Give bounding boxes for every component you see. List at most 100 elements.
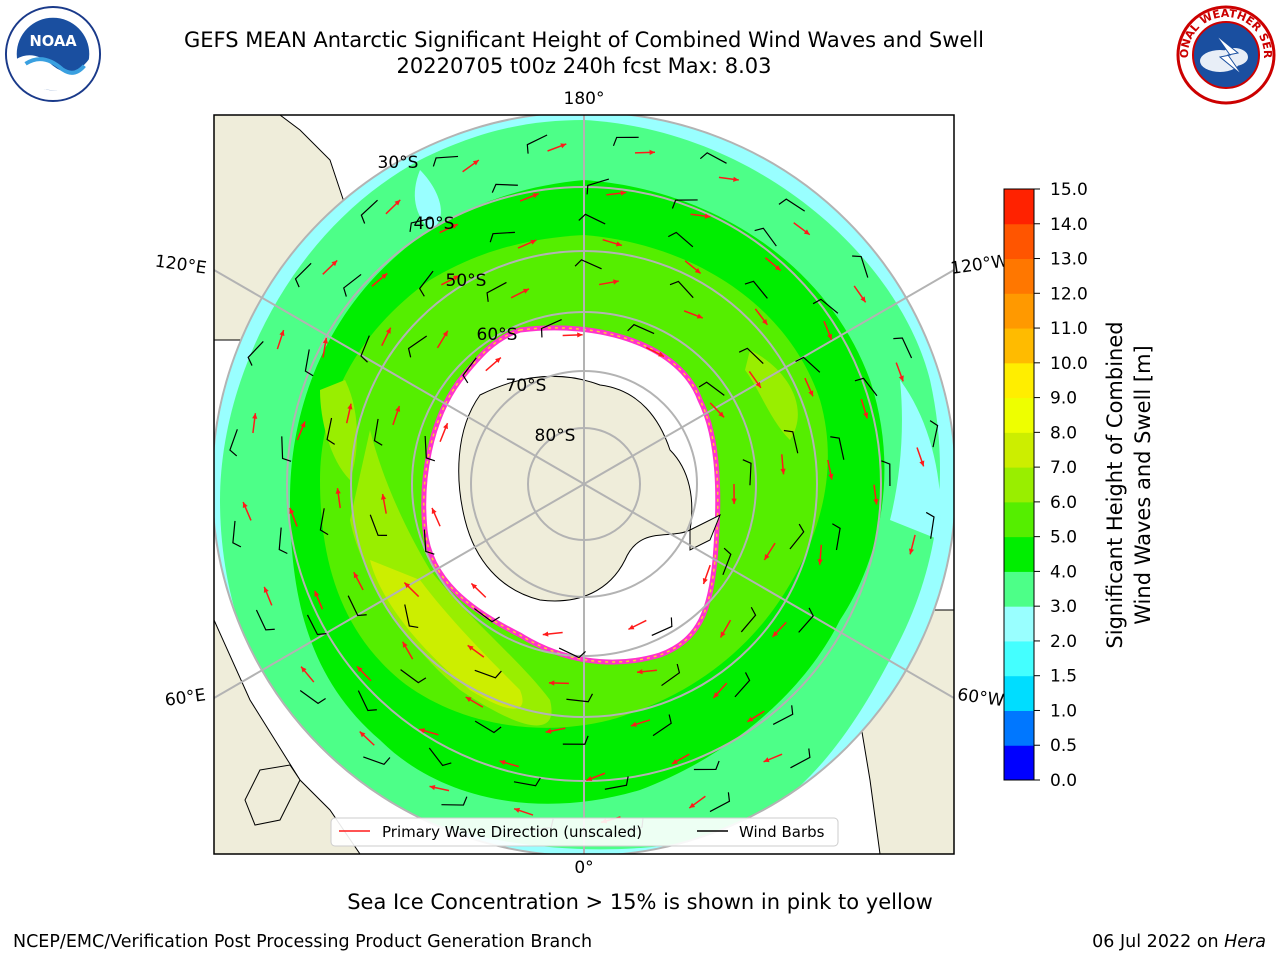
wave-arrow-head [322, 337, 329, 344]
wind-barb [790, 748, 811, 769]
colorbar-segment [1004, 467, 1034, 503]
wind-barb [357, 690, 377, 712]
wind-barb [418, 270, 434, 297]
wind-barb [652, 714, 672, 737]
wind-barb [278, 527, 288, 555]
wave-arrow-head [419, 728, 426, 734]
wave-arrow-head [863, 412, 869, 419]
wave-arrow-head [615, 241, 622, 247]
legend-barb-label: Wind Barbs [739, 823, 825, 841]
wave-arrow-head [704, 213, 711, 219]
graticule [214, 115, 954, 854]
colorbar-segment [1004, 571, 1034, 607]
sea-ice-note: Sea Ice Concentration > 15% is shown in … [347, 890, 933, 914]
wind-barb [778, 198, 806, 212]
lon-label-0: 0° [574, 858, 593, 878]
wind-barb [474, 608, 500, 623]
lat-label-30s: 30°S [378, 153, 419, 173]
wave-arrow-head [451, 224, 458, 229]
colorbar-segment [1004, 710, 1034, 746]
wave-arrow-head [755, 381, 761, 388]
wind-barb [925, 511, 935, 539]
wave-arrow-head [499, 760, 506, 766]
colorbar-segment [1004, 432, 1034, 468]
wave-arrow-head [803, 229, 810, 235]
wind-barb [400, 669, 427, 684]
wave-arrow-head [356, 666, 363, 673]
colorbar-tick-label: 1.5 [1050, 667, 1077, 687]
wind-barb [540, 319, 562, 338]
footer-date: 06 Jul 2022 on Hera [1092, 932, 1266, 952]
wave-arrow-head [762, 318, 768, 325]
wave-arrow-head [919, 460, 925, 467]
wave-arrow-head [522, 288, 529, 294]
noaa-logo: NOAA [4, 5, 102, 103]
wind-barb [742, 459, 752, 486]
wind-barb [852, 255, 869, 278]
wind-barb [812, 298, 839, 314]
wave-arrow-head [772, 631, 779, 637]
wave-arrow-head [300, 421, 306, 428]
colorbar-tick-label: 12.0 [1050, 284, 1088, 304]
wind-barb [247, 341, 264, 366]
wind-barb [306, 614, 327, 636]
wind-barb [693, 760, 720, 771]
wind-barb [489, 231, 515, 243]
wave-arrow-head [467, 645, 474, 651]
wave-arrow-head [532, 193, 539, 199]
wave-arrow-head [560, 143, 567, 149]
colorbar-segment [1004, 501, 1034, 538]
lat-label-80s: 80°S [535, 426, 576, 446]
wind-barb [668, 231, 694, 248]
wind-barb [526, 134, 548, 154]
wave-arrow-head [472, 160, 479, 166]
colorbar-tick-label: 15.0 [1050, 180, 1088, 200]
noaa-logo-text: NOAA [29, 33, 77, 50]
wind-barb [586, 178, 610, 195]
colorbar-segment [1004, 397, 1034, 433]
wave-arrow-head [577, 332, 583, 338]
colorbar-tick-label: 5.0 [1050, 528, 1077, 548]
wind-barb [363, 756, 391, 766]
wind-barb [428, 747, 452, 767]
lon-label-120e: 120°E [154, 252, 208, 279]
wind-barb [734, 672, 751, 698]
wave-arrow-head [747, 716, 754, 722]
wave-arrow-head [827, 333, 832, 340]
wind-barb [462, 357, 477, 384]
wave-arrow-head [702, 577, 708, 584]
footer-date-text: 06 Jul 2022 on [1092, 932, 1225, 952]
colorbar-tick-label: 1.0 [1050, 701, 1077, 721]
lat-label-40s: 40°S [414, 214, 455, 234]
wave-arrow-head [780, 468, 786, 475]
wave-direction-arrows [242, 143, 925, 824]
wave-arrow-head [774, 265, 781, 271]
wave-arrow-head [471, 583, 478, 590]
lat-label-60s: 60°S [477, 325, 518, 345]
wind-barb [343, 273, 362, 297]
wind-barb [513, 777, 541, 787]
wave-arrow-head [301, 666, 307, 673]
wave-arrow-head [620, 190, 627, 196]
wave-arrow-head [495, 357, 501, 364]
wind-barb [830, 436, 845, 460]
map-legend: Primary Wave Direction (unscaled) Wind B… [330, 817, 839, 847]
colorbar: 0.0 0.5 1.0 1.5 2.0 3.0 4.0 5.0 6.0 7.0 8.0 9.0 10.0… [1003, 180, 1088, 791]
wind-barb [574, 259, 602, 270]
wave-arrow-head [713, 692, 719, 699]
wave-arrow-head [279, 330, 285, 336]
wind-barbs [229, 134, 939, 834]
wind-barb [744, 280, 768, 299]
wind-barb [627, 323, 655, 335]
wind-barb [881, 460, 891, 487]
wind-barb [832, 523, 841, 551]
colorbar-tick-label: 2.0 [1050, 632, 1077, 652]
wind-barb [326, 417, 336, 445]
colorbar-segment [1004, 223, 1034, 260]
wind-barb [304, 349, 314, 377]
wind-barb [299, 689, 326, 705]
wave-arrow-head [689, 802, 696, 809]
wave-arrow-head [630, 721, 637, 727]
wave-arrow-head [731, 498, 737, 504]
wind-barb [294, 262, 312, 288]
